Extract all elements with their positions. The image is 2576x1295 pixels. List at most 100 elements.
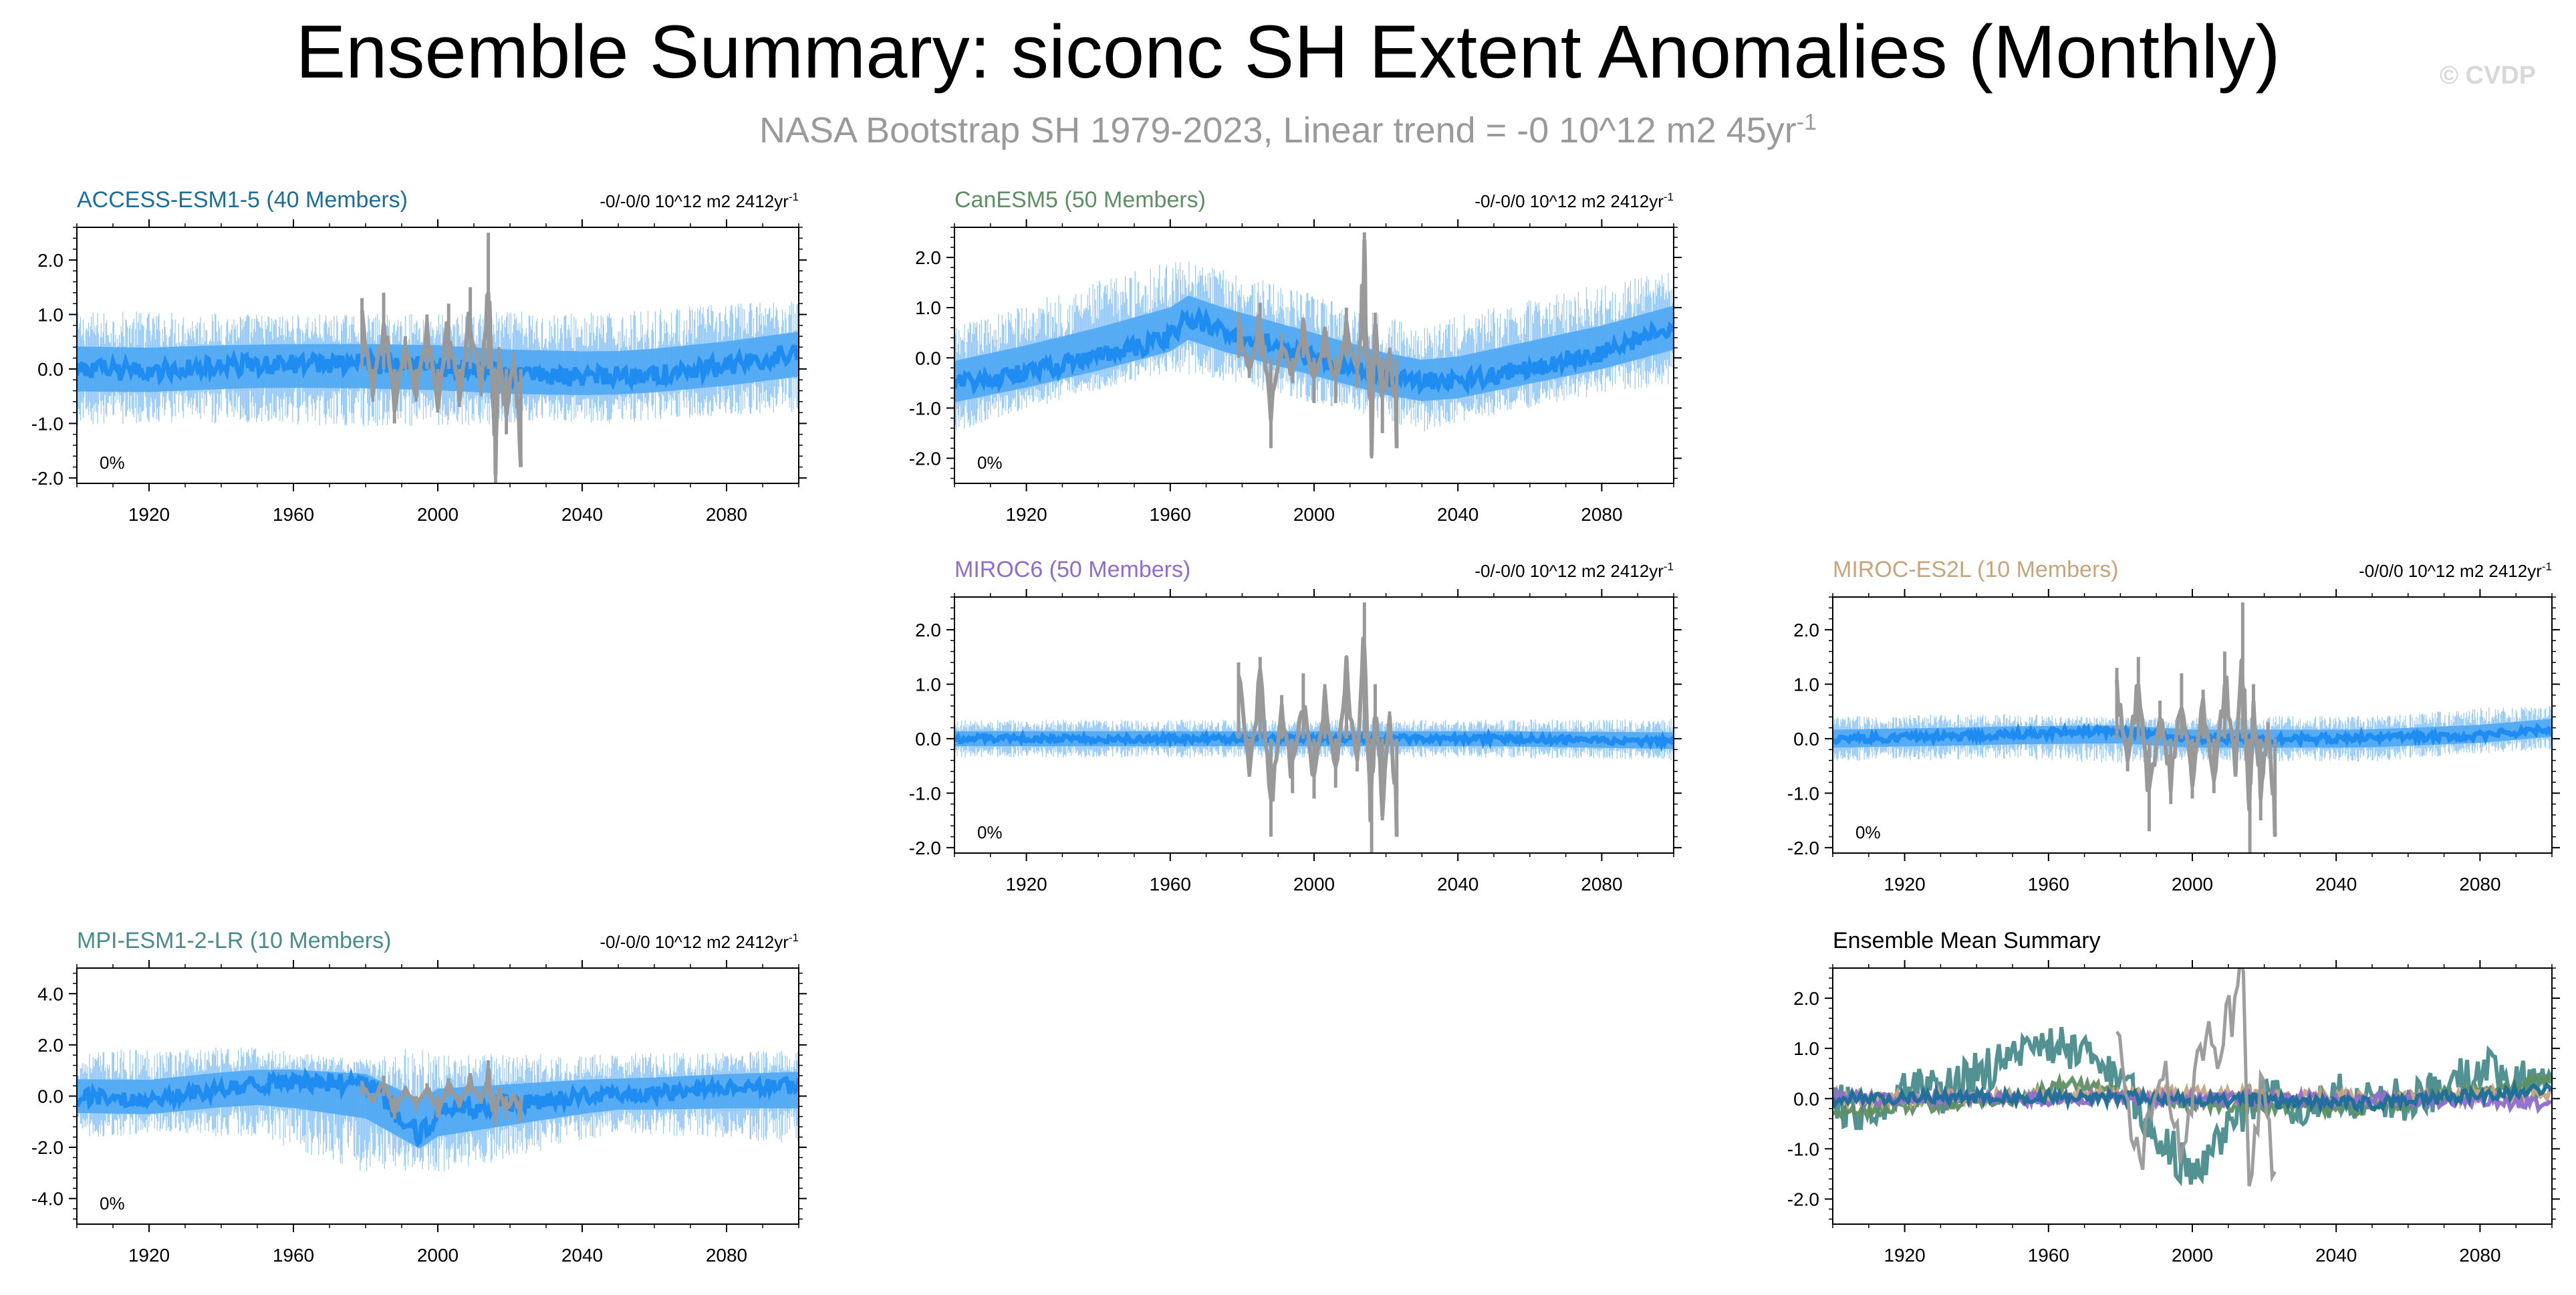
y-tick-label: -2.0 (31, 1137, 63, 1158)
trend-label-exponent: -1 (789, 191, 799, 203)
y-tick-label: -2.0 (1787, 838, 1819, 858)
x-tick-label: 2000 (417, 504, 459, 525)
x-tick-label: 2040 (561, 504, 603, 525)
x-tick-label: 2000 (417, 1245, 459, 1266)
chart-access: ACCESS-ESM1-5 (40 Members) -0/-0/0 10^12 … (31, 187, 807, 525)
y-tick-label: 1.0 (37, 304, 63, 325)
x-tick-label: 2080 (706, 1245, 747, 1266)
y-tick-label: -1.0 (909, 783, 941, 804)
percent-label: 0% (977, 453, 1003, 473)
trend-label: -0/0/0 10^12 m2 2412yr-1 (2359, 560, 2552, 581)
trend-label: -0/-0/0 10^12 m2 2412yr-1 (1474, 560, 1674, 581)
x-tick-label: 1960 (2028, 1245, 2069, 1266)
trend-label-text: -0/-0/0 10^12 m2 2412yr (1474, 191, 1664, 211)
trend-label-text: -0/-0/0 10^12 m2 2412yr (600, 932, 789, 952)
x-tick-label: 2040 (561, 1245, 603, 1266)
ensemble-mean-line (1833, 722, 2552, 749)
chart-title: CanESM5 (50 Members) (954, 187, 1206, 213)
trend-label: -0/-0/0 10^12 m2 2412yr-1 (600, 191, 799, 211)
y-tick-label: 2.0 (915, 620, 941, 640)
chart-title: MIROC6 (50 Members) (954, 557, 1190, 582)
chart-title: MPI-ESM1-2-LR (10 Members) (77, 928, 391, 953)
x-tick-label: 2000 (2172, 1245, 2213, 1266)
plot-area (77, 1047, 799, 1171)
x-tick-label: 2080 (1581, 504, 1622, 525)
chart-canesm: CanESM5 (50 Members) -0/-0/0 10^12 m2 241… (909, 187, 1682, 525)
subtitle-text: NASA Bootstrap SH 1979-2023, Linear tren… (759, 110, 1797, 150)
y-tick-label: 1.0 (915, 298, 941, 318)
plot-area (1833, 968, 2552, 1187)
x-tick-label: 2000 (1293, 874, 1335, 895)
y-tick-label: -2.0 (31, 468, 63, 489)
chart-miroc6: MIROC6 (50 Members) -0/-0/0 10^12 m2 2412… (909, 557, 1682, 895)
percent-label: 0% (1855, 822, 1881, 842)
x-tick-label: 2000 (1293, 504, 1335, 525)
y-tick-label: 1.0 (1793, 1038, 1819, 1059)
y-tick-label: 0.0 (1793, 1088, 1819, 1109)
y-tick-label: 1.0 (915, 674, 941, 695)
y-tick-label: 4.0 (37, 983, 63, 1004)
subtitle-exponent: -1 (1796, 110, 1817, 135)
percent-label: 0% (100, 453, 125, 473)
y-tick-label: 0.0 (915, 348, 941, 368)
y-tick-label: -4.0 (31, 1189, 63, 1209)
x-tick-label: 2080 (1581, 874, 1622, 895)
y-tick-label: 0.0 (1793, 729, 1819, 749)
trend-label-exponent: -1 (1664, 191, 1674, 203)
x-tick-label: 1920 (128, 1245, 170, 1266)
x-tick-label: 1920 (1884, 874, 1925, 895)
trend-label-text: -0/-0/0 10^12 m2 2412yr (1474, 561, 1664, 581)
x-tick-label: 1960 (1150, 504, 1191, 525)
x-tick-label: 1920 (1005, 874, 1047, 895)
summary-line-observations (2115, 968, 2277, 1187)
y-tick-label: -2.0 (909, 838, 941, 858)
credit-watermark: © CVDP (2440, 62, 2537, 90)
y-tick-label: 0.0 (37, 359, 63, 380)
plot-area (954, 602, 1674, 853)
percent-label: 0% (977, 822, 1003, 842)
x-tick-label: 1920 (128, 504, 170, 525)
trend-label-text: -0/0/0 10^12 m2 2412yr (2359, 561, 2542, 581)
y-tick-label: -2.0 (909, 448, 941, 469)
x-tick-label: 2040 (1437, 874, 1478, 895)
x-tick-label: 2080 (2459, 1245, 2500, 1266)
y-tick-label: 2.0 (915, 247, 941, 268)
x-tick-label: 1960 (2028, 874, 2069, 895)
ensemble-spread (1833, 719, 2552, 748)
y-tick-label: -1.0 (31, 413, 63, 434)
page-subtitle: NASA Bootstrap SH 1979-2023, Linear tren… (0, 99, 2576, 154)
x-tick-label: 1920 (1884, 1245, 1925, 1266)
x-tick-label: 1960 (273, 1245, 314, 1266)
percent-label: 0% (100, 1193, 125, 1213)
y-tick-label: 2.0 (1793, 988, 1819, 1009)
y-tick-label: 2.0 (1793, 620, 1819, 640)
y-tick-label: -1.0 (1787, 1139, 1819, 1159)
x-tick-label: 1960 (273, 504, 314, 525)
chart-title: MIROC-ES2L (10 Members) (1833, 557, 2119, 582)
y-tick-label: 0.0 (915, 729, 941, 749)
y-tick-label: -1.0 (1787, 783, 1819, 804)
chart-title: ACCESS-ESM1-5 (40 Members) (77, 187, 408, 213)
x-tick-label: 2080 (2459, 874, 2500, 895)
x-tick-label: 2080 (706, 504, 747, 525)
y-tick-label: 2.0 (37, 250, 63, 271)
chart-mirocesl: MIROC-ES2L (10 Members) -0/0/0 10^12 m2 2… (1787, 557, 2560, 895)
trend-label-text: -0/-0/0 10^12 m2 2412yr (600, 191, 789, 211)
chart-summary: Ensemble Mean Summary 2.0 1.0 0.0 -1.0 -2.0 19… (1787, 928, 2560, 1266)
trend-label-exponent: -1 (2542, 560, 2552, 573)
trend-label-exponent: -1 (789, 931, 799, 944)
x-tick-label: 2000 (2172, 874, 2213, 895)
y-tick-label: 1.0 (1793, 674, 1819, 695)
trend-label-exponent: -1 (1664, 560, 1674, 573)
x-tick-label: 2040 (2315, 874, 2357, 895)
ensemble-mean-line (954, 306, 1674, 396)
y-tick-label: -1.0 (909, 398, 941, 419)
trend-label: -0/-0/0 10^12 m2 2412yr-1 (600, 931, 799, 952)
plot-area (954, 232, 1674, 459)
y-tick-label: 2.0 (37, 1035, 63, 1056)
trend-label: -0/-0/0 10^12 m2 2412yr-1 (1474, 191, 1674, 211)
y-tick-label: 0.0 (37, 1086, 63, 1107)
plot-area (1833, 602, 2552, 853)
y-tick-label: -2.0 (1787, 1189, 1819, 1209)
